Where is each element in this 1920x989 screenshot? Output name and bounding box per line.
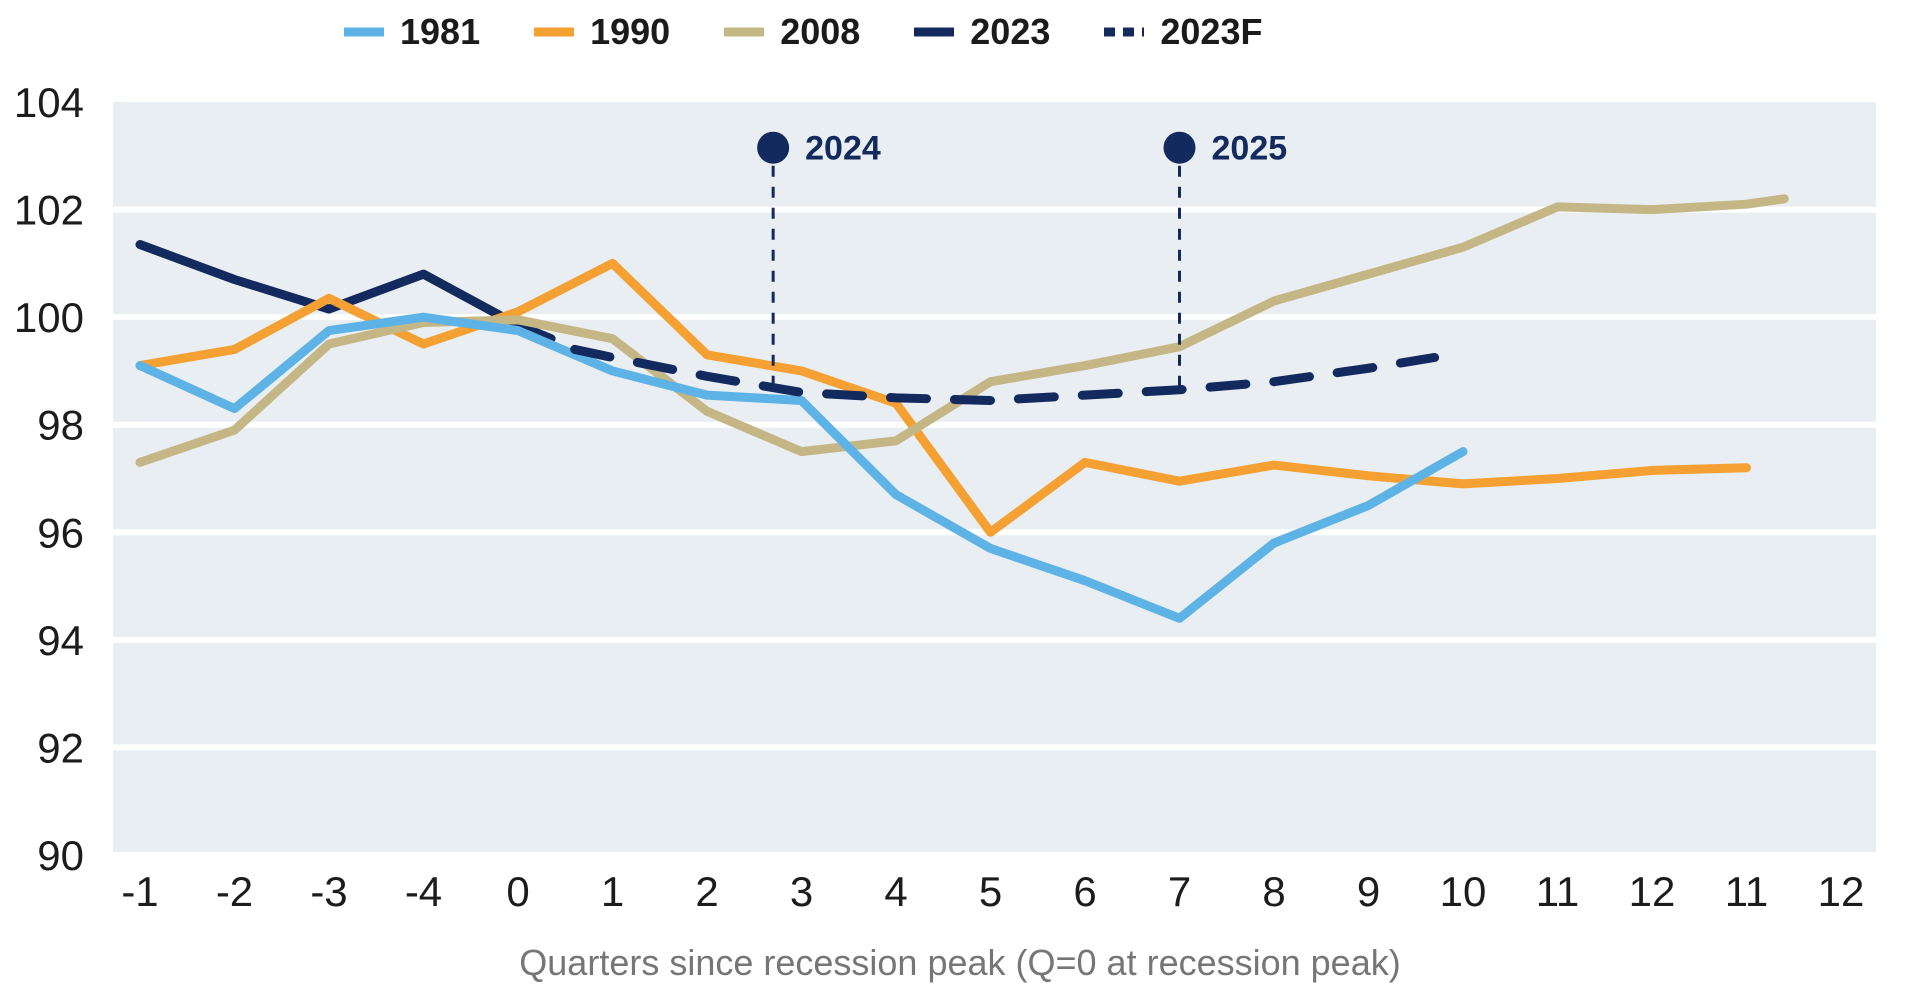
- x-tick-label-6: 2: [695, 868, 718, 915]
- x-tick-label-5: 1: [601, 868, 624, 915]
- legend-swatch-2008: [724, 27, 765, 37]
- legend-item-2023F: 2023F: [1102, 14, 1262, 50]
- annotation-dot-2024: [757, 131, 790, 164]
- x-axis-title: Quarters since recession peak (Q=0 at re…: [519, 942, 1401, 983]
- legend-label-2023: 2023: [970, 11, 1051, 52]
- x-tick-label-16: 12: [1629, 868, 1676, 915]
- x-tick-label-4: 0: [506, 868, 529, 915]
- y-tick-label-92: 92: [37, 724, 84, 771]
- series-line-1990: [135, 258, 1751, 537]
- x-tick-label-15: 11: [1536, 868, 1580, 915]
- annotation-label-2024: 2024: [805, 130, 881, 168]
- legend-swatch-2023: [914, 27, 955, 37]
- x-tick-label-17: 11: [1725, 868, 1769, 915]
- legend-swatch-1990: [534, 27, 575, 37]
- legend-label-2023F: 2023F: [1160, 11, 1263, 52]
- legend-item-1981: 1981: [342, 14, 480, 50]
- x-tick-label-18: 12: [1818, 868, 1865, 915]
- x-tick-label-7: 3: [790, 868, 813, 915]
- legend-swatch-2023F: [1104, 27, 1145, 37]
- x-tick-label-11: 7: [1168, 868, 1191, 915]
- legend-swatch-1981: [344, 27, 384, 37]
- legend-label-1981: 1981: [400, 11, 481, 52]
- legend-label-2008: 2008: [780, 11, 861, 52]
- x-tick-label-9: 5: [979, 868, 1002, 915]
- y-tick-label-96: 96: [37, 509, 84, 556]
- x-tick-label-3: -4: [405, 868, 442, 915]
- legend-item-2008: 2008: [722, 14, 860, 50]
- x-tick-label-2: -3: [310, 868, 347, 915]
- legend-item-1990: 1990: [532, 14, 670, 50]
- x-tick-label-10: 6: [1073, 868, 1096, 915]
- x-tick-label-1: -2: [216, 868, 253, 915]
- y-tick-label-98: 98: [37, 402, 84, 449]
- x-tick-label-8: 4: [884, 868, 907, 915]
- y-tick-label-104: 104: [14, 79, 84, 126]
- chart-legend: 1981 1990 2008 2023 2023F: [342, 14, 1262, 50]
- series-line-2023: [135, 240, 556, 344]
- x-tick-label-14: 10: [1440, 868, 1487, 915]
- series-line-1981: [135, 312, 1468, 623]
- x-tick-label-13: 9: [1357, 868, 1380, 915]
- y-tick-label-90: 90: [37, 832, 84, 879]
- series-line-2008: [135, 194, 1789, 467]
- series-line-2023F: [570, 344, 1440, 406]
- y-tick-label-94: 94: [37, 617, 84, 664]
- annotation-label-2025: 2025: [1212, 130, 1288, 168]
- y-tick-label-102: 102: [14, 187, 84, 234]
- x-tick-label-12: 8: [1262, 868, 1285, 915]
- legend-label-1990: 1990: [590, 11, 671, 52]
- y-tick-label-100: 100: [14, 294, 84, 341]
- legend-item-2023: 2023: [912, 14, 1050, 50]
- annotation-dot-2025: [1163, 131, 1196, 164]
- x-tick-label-0: -1: [121, 868, 158, 915]
